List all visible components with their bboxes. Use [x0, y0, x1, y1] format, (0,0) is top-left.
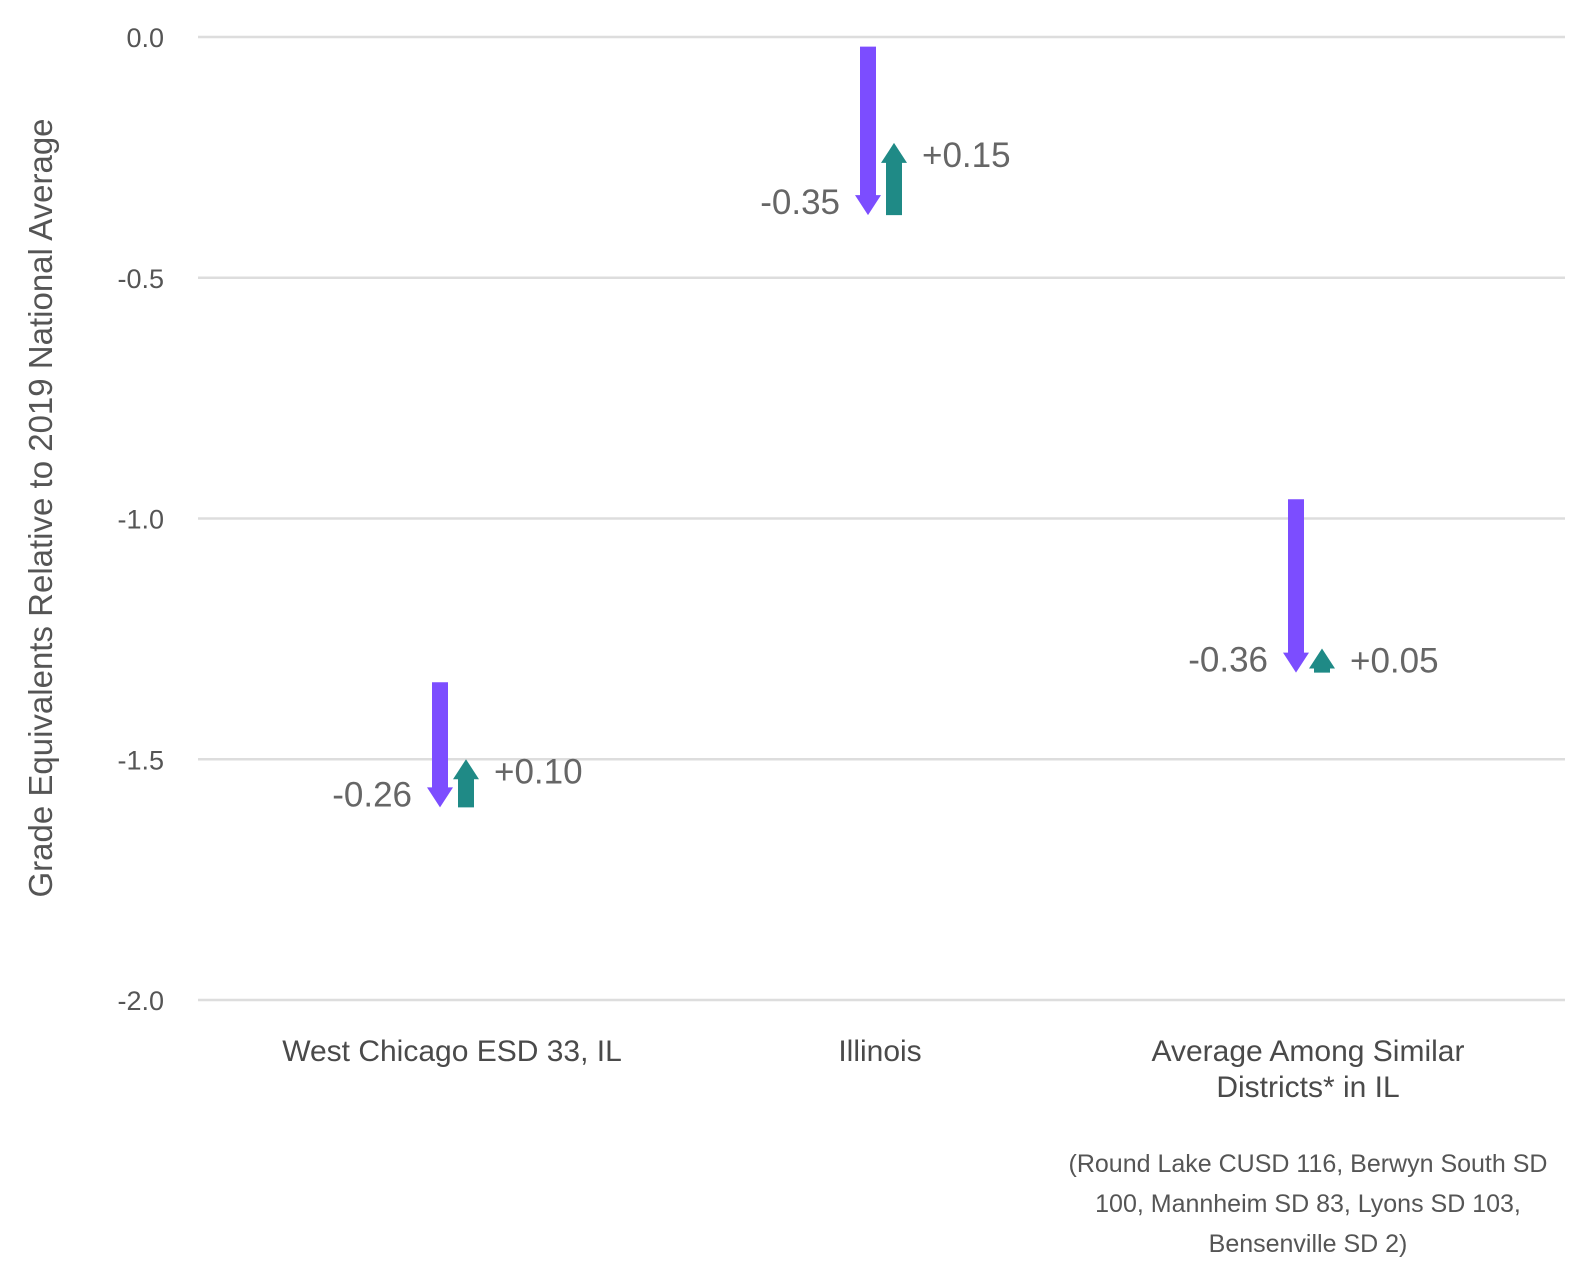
y-tick-label: -2.0	[117, 986, 164, 1016]
gridlines	[198, 37, 1565, 1000]
recovery-label: +0.15	[922, 136, 1011, 175]
decline-arrow	[1283, 499, 1309, 672]
y-axis-label: Grade Equivalents Relative to 2019 Natio…	[22, 118, 59, 897]
footnote: (Round Lake CUSD 116, Berwyn South SD 100…	[1069, 1150, 1548, 1258]
category-label: Districts* in IL	[1216, 1071, 1399, 1104]
recovery-label: +0.10	[494, 752, 583, 791]
recovery-arrow	[1309, 649, 1335, 673]
category-label: Average Among Similar	[1152, 1035, 1465, 1068]
decline-label: -0.35	[760, 183, 840, 222]
decline-label: -0.36	[1188, 641, 1268, 680]
decline-label: -0.26	[332, 775, 412, 814]
footnote-line: Bensenville SD 2)	[1209, 1230, 1408, 1258]
footnote-line: 100, Mannheim SD 83, Lyons SD 103,	[1095, 1190, 1521, 1218]
recovery-arrow	[881, 143, 907, 215]
decline-arrow	[855, 47, 881, 216]
category-labels: West Chicago ESD 33, IL Illinois Average A…	[282, 1035, 1464, 1104]
y-tick-label: -1.0	[117, 505, 164, 535]
y-tick-label: -1.5	[117, 745, 164, 775]
y-tick-label: -0.5	[117, 264, 164, 294]
category-label: Illinois	[838, 1035, 921, 1068]
category-label: West Chicago ESD 33, IL	[282, 1035, 622, 1068]
decline-arrow	[427, 682, 453, 807]
recovery-label: +0.05	[1350, 642, 1439, 681]
footnote-line: (Round Lake CUSD 116, Berwyn South SD	[1069, 1150, 1548, 1178]
recovery-arrow	[453, 759, 479, 807]
y-tick-label: 0.0	[126, 23, 164, 53]
chart-marks: -0.26 +0.10 -0.35 +0.15 -0.36 +0.05	[332, 47, 1438, 815]
y-axis-ticks: 0.0 -0.5 -1.0 -1.5 -2.0	[117, 23, 164, 1016]
